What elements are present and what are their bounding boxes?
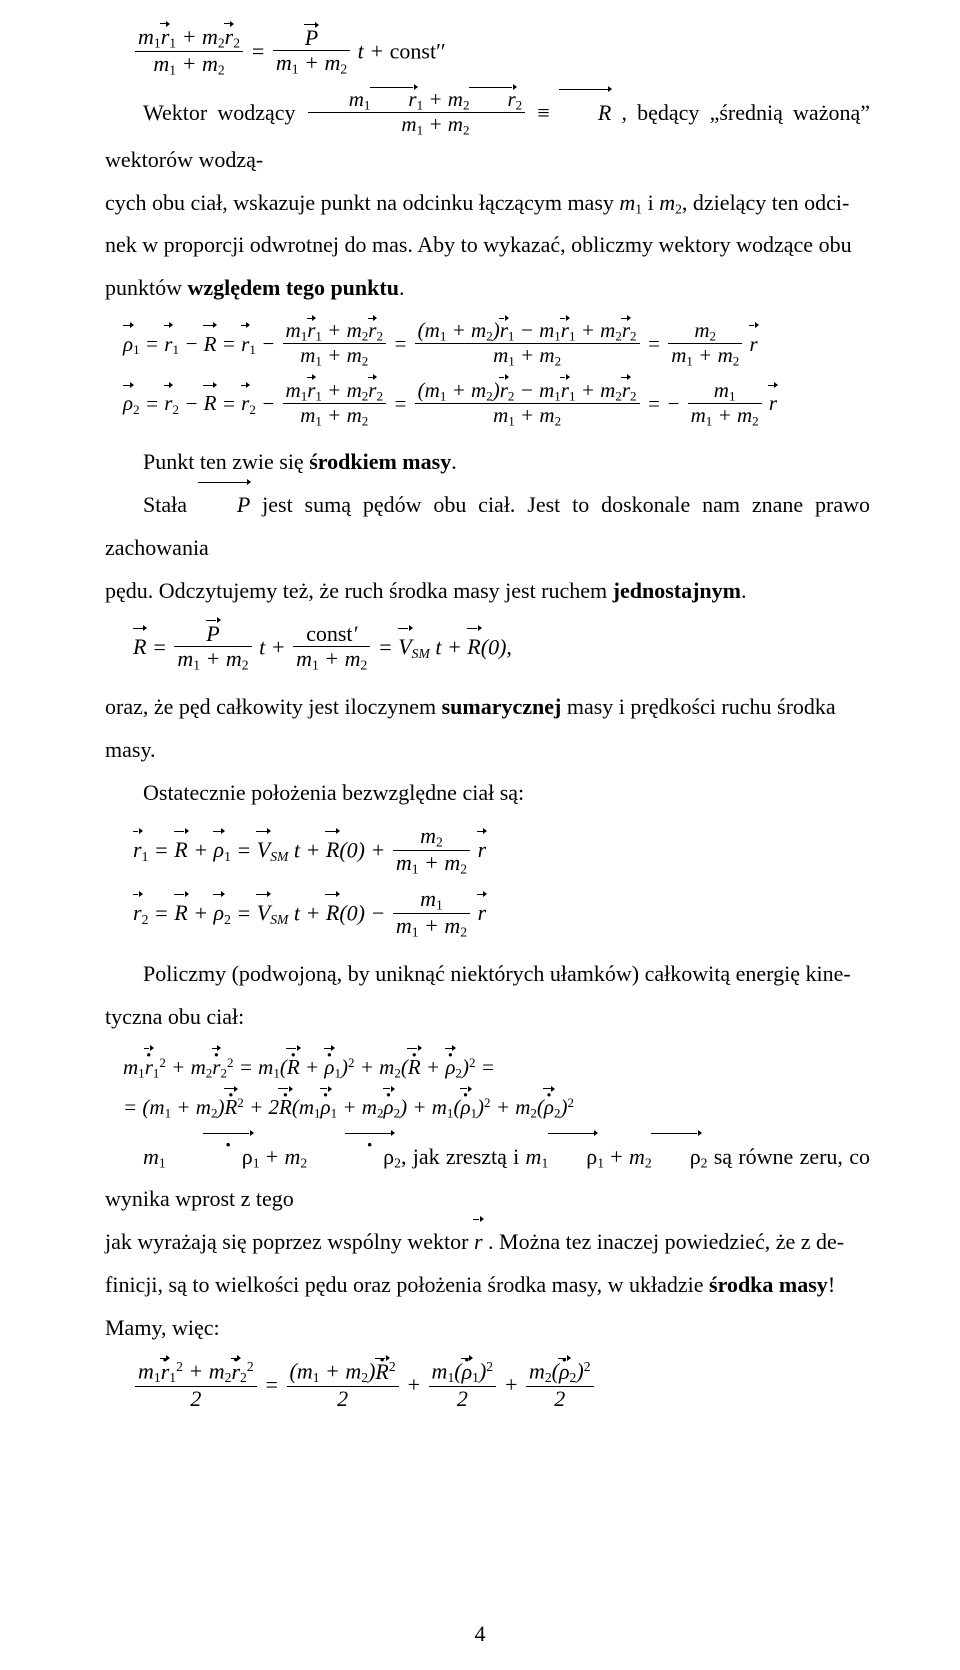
equation-rho2: ρ2 = r2 − R = r2 − m1r1 + m2r2 m1 + m2 =… bbox=[123, 382, 870, 430]
para-finicji: finicji, są to wielkości pędu oraz położ… bbox=[105, 1264, 870, 1307]
para-ostatecznie: Ostatecznie położenia bezwzględne ciał s… bbox=[105, 772, 870, 815]
para-2: cych obu ciał, wskazuje punkt na odcinku… bbox=[105, 182, 870, 225]
equation-final: m1r12 + m2r22 2 = (m1 + m2)R2 2 + m1(ρ1)… bbox=[133, 1362, 870, 1412]
para-masy: masy. bbox=[105, 729, 870, 772]
para-pedu: pędu. Odczytujemy też, że ruch środka ma… bbox=[105, 570, 870, 613]
para-policzmy: Policzmy (podwojoną, by uniknąć niektóry… bbox=[105, 953, 870, 996]
equation-rho1: ρ1 = r1 − R = r1 − m1r1 + m2r2 m1 + m2 =… bbox=[123, 322, 870, 370]
text-equiv: ≡ bbox=[537, 100, 560, 125]
equation-r1pos: r1 = R + ρ1 = VSM t + R(0) + m2 m1 + m2 … bbox=[133, 827, 870, 878]
equation-r2pos: r2 = R + ρ2 = VSM t + R(0) − m1 m1 + m2 … bbox=[133, 890, 870, 941]
para-oraz: oraz, że pęd całkowity jest iloczynem su… bbox=[105, 686, 870, 729]
para-3a: nek w proporcji odwrotnej do mas. Aby to… bbox=[105, 224, 870, 267]
para-tyczna: tyczna obu ciał: bbox=[105, 996, 870, 1039]
para-jak: jak wyrażają się poprzez wspólny wektor … bbox=[105, 1221, 870, 1264]
equation-R: R = P m1 + m2 t + const′ m1 + m2 = VSM t… bbox=[133, 625, 870, 674]
page-number: 4 bbox=[0, 1613, 960, 1656]
para-mamy: Mamy, więc: bbox=[105, 1307, 870, 1350]
para-3b: punktów względem tego punktu. bbox=[105, 267, 870, 310]
para-zero: m1ρ1 + m2ρ2, jak zresztą i m1ρ1 + m2ρ2 s… bbox=[105, 1136, 870, 1222]
equation-kin2: = (m1 + m2)R2 + 2R(m1ρ1 + m2ρ2) + m1(ρ1)… bbox=[123, 1091, 870, 1124]
equation-1: m1r1 + m2r2 m1 + m2 = P m1 + m2 t + cons… bbox=[133, 28, 870, 79]
para-srodkiem: Punkt ten zwie się środkiem masy. bbox=[105, 441, 870, 484]
text-wektor-pre: Wektor wodzący bbox=[143, 100, 306, 125]
para-stala: Stała P jest sumą pędów obu ciał. Jest t… bbox=[105, 484, 870, 570]
para-wektor-wodzacy: Wektor wodzący m1r1 + m2r2 m1 + m2 ≡ R ,… bbox=[105, 91, 870, 181]
equation-kin1: m1r12 + m2r22 = m1(R + ρ1)2 + m2(R + ρ2)… bbox=[123, 1051, 870, 1084]
